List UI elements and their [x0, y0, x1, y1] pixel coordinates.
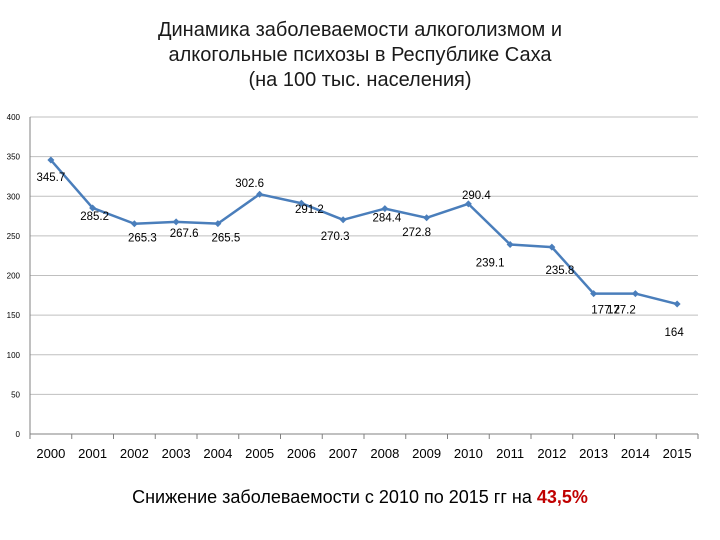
grid-lines	[30, 116, 698, 395]
data-point	[47, 156, 55, 164]
x-tick-label: 2013	[579, 446, 608, 461]
y-tick-label: 100	[7, 351, 21, 360]
x-tick-label: 2004	[203, 446, 232, 461]
x-tick-label: 2003	[162, 446, 191, 461]
x-tick-label: 2005	[245, 446, 274, 461]
x-tick-label: 2014	[621, 446, 650, 461]
data-label: 345.7	[36, 172, 65, 184]
series-line	[49, 159, 678, 306]
x-tick-label: 2002	[120, 446, 149, 461]
data-label: 285.2	[80, 211, 109, 223]
data-point	[673, 300, 681, 308]
x-tick-label: 2012	[537, 446, 566, 461]
data-label: 302.6	[235, 178, 264, 190]
data-label: 291.2	[295, 204, 324, 216]
data-label: 265.5	[211, 233, 240, 245]
data-point	[214, 220, 222, 228]
data-point	[590, 290, 598, 298]
data-label: 265.3	[128, 233, 157, 245]
data-label: 235.8	[545, 265, 574, 277]
data-point	[89, 204, 97, 212]
y-tick-label: 200	[7, 272, 21, 281]
y-tick-label: 50	[11, 390, 20, 399]
data-point	[172, 218, 180, 226]
data-point	[506, 241, 514, 249]
y-tick-label: 300	[7, 192, 21, 201]
data-label: 270.3	[321, 231, 350, 243]
footer-highlight: 43,5%	[536, 487, 588, 507]
data-point	[256, 190, 264, 198]
data-label: 239.1	[476, 258, 505, 270]
y-tick-label: 150	[7, 311, 21, 320]
x-axis: 2000 2001 2002 2003 2004 2005 2006 2007 2008 2009…	[29, 433, 699, 461]
x-tick-label: 2010	[454, 446, 483, 461]
y-tick-label: 350	[7, 153, 21, 162]
footer-note: Снижение заболеваемости с 2010 по 2015 г…	[0, 487, 720, 508]
x-tick-label: 2015	[663, 446, 692, 461]
x-tick-label: 2007	[329, 446, 358, 461]
chart-title: Динамика заболеваемости алкоголизмом и а…	[0, 18, 720, 93]
series	[47, 156, 681, 308]
y-tick-label: 0	[16, 430, 21, 439]
data-label: 177.2	[591, 305, 620, 317]
x-tick-label: 2000	[36, 446, 65, 461]
data-labels: 345.7 285.2 265.3 267.6 265.5 302.6 291.2 270.3…	[36, 172, 684, 339]
data-point	[339, 216, 347, 224]
data-point	[381, 205, 389, 213]
y-axis: 0 50 100 150 200 250 300 350 400	[7, 113, 31, 439]
x-tick-label: 2011	[496, 446, 524, 461]
data-point	[297, 199, 305, 207]
data-label: 284.4	[372, 213, 401, 225]
title-line-3: (на 100 тыс. населения)	[248, 69, 472, 91]
data-label: 267.6	[170, 228, 199, 240]
data-point	[130, 220, 138, 228]
footer-text: Снижение заболеваемости с 2010 по 2015 г…	[132, 487, 537, 507]
data-label: 290.4	[462, 190, 491, 202]
data-label: 177.2	[607, 305, 636, 317]
title-line-1: Динамика заболеваемости алкоголизмом и	[157, 19, 563, 41]
x-tick-label: 2009	[412, 446, 441, 461]
x-tick-label: 2001	[78, 446, 107, 461]
data-point	[464, 200, 472, 208]
data-point	[631, 290, 639, 298]
data-label: 272.8	[402, 227, 431, 239]
data-point	[548, 243, 556, 251]
y-tick-label: 400	[7, 113, 21, 122]
x-tick-label: 2008	[370, 446, 399, 461]
y-tick-label: 250	[7, 232, 21, 241]
data-label: 164	[665, 327, 685, 339]
data-point	[423, 214, 431, 222]
title-line-2: алкогольные психозы в Республике Саха	[168, 44, 552, 66]
x-tick-label: 2006	[287, 446, 316, 461]
